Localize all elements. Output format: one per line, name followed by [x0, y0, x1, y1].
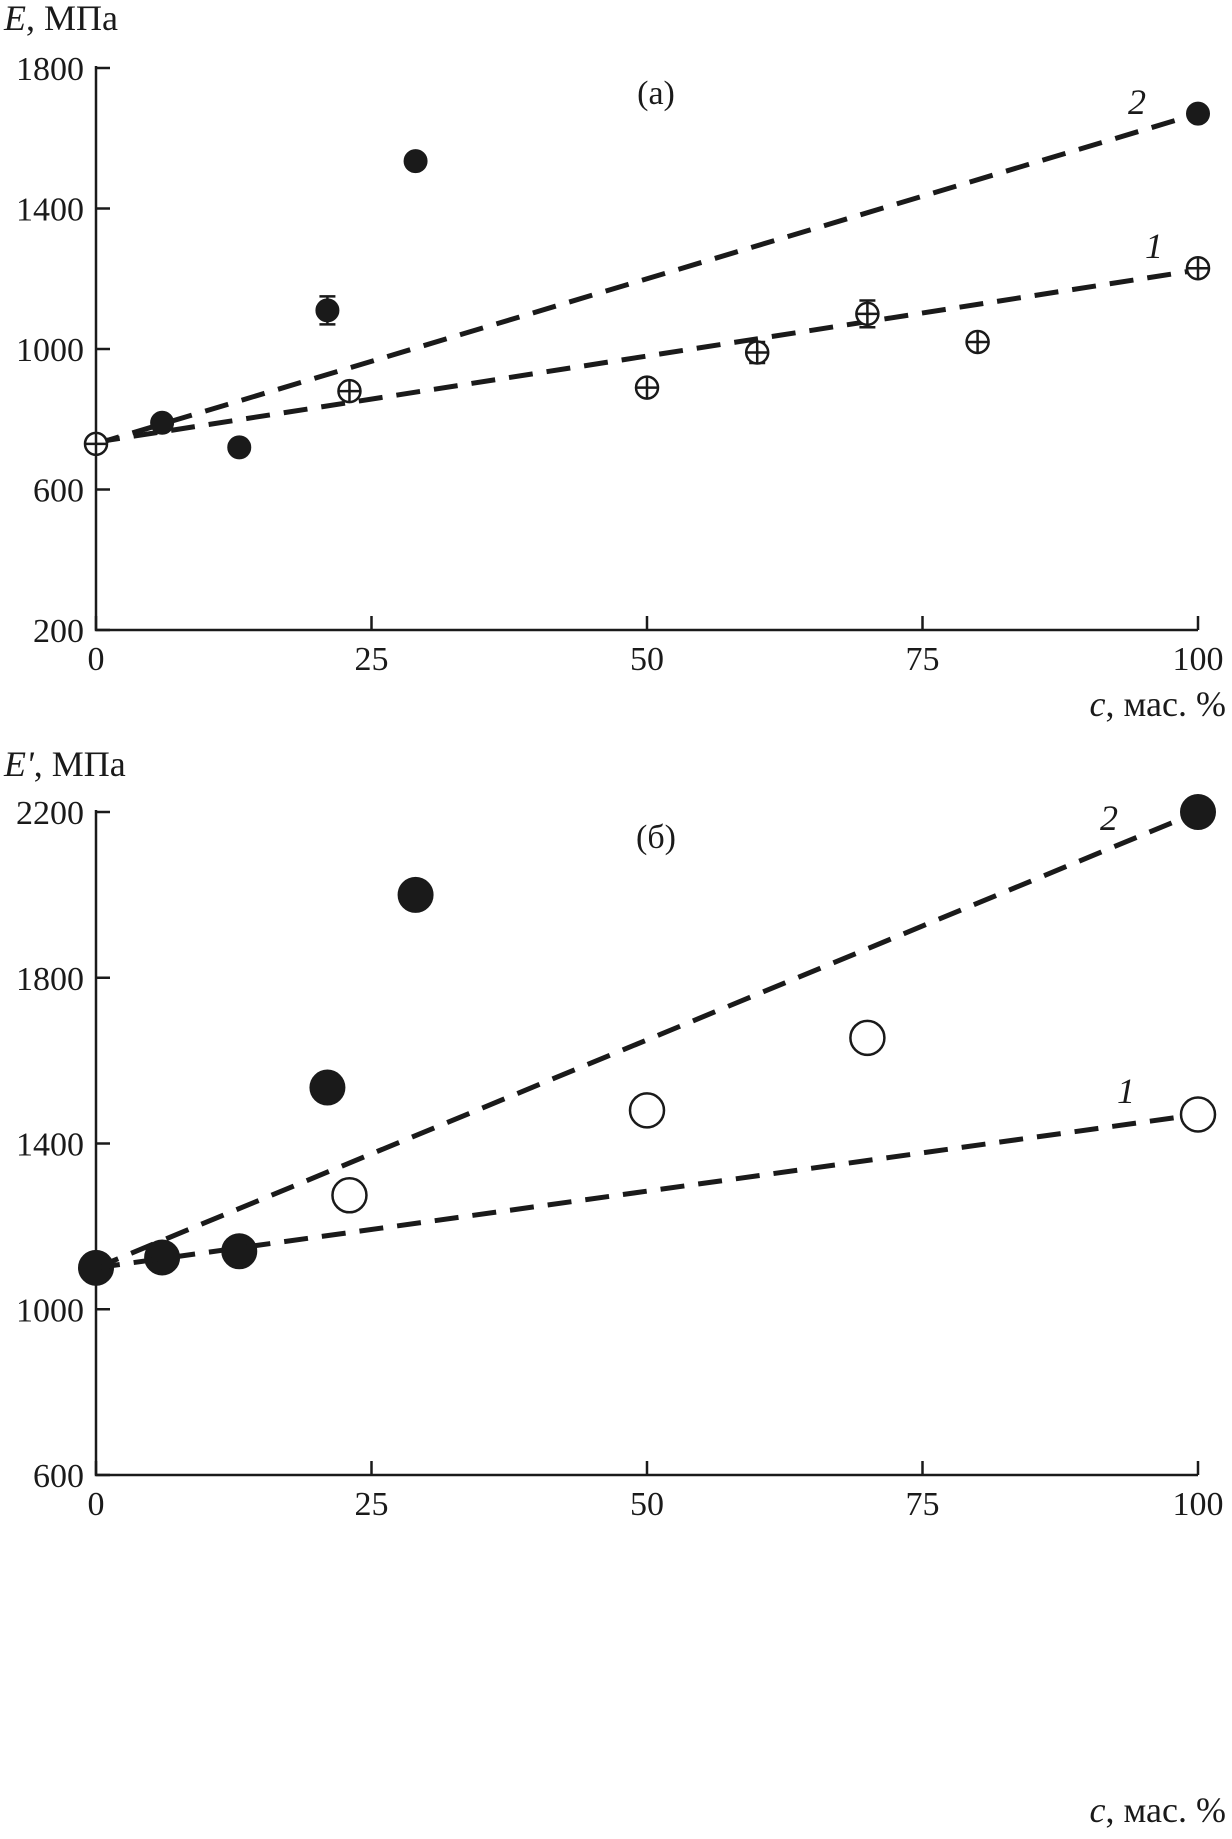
chart-panel-b: 600 1000 1400 1800 2200 0 25 50 75 100 E', МПа c, м…	[3, 744, 1226, 1830]
trend-line-2	[95, 111, 1199, 447]
marker-filled	[1180, 794, 1216, 830]
x-tick-label: 50	[630, 1486, 664, 1523]
x-axis-symbol: c	[1090, 684, 1106, 724]
y-tick-label: 200	[33, 613, 84, 650]
x-tick-label: 75	[906, 641, 940, 678]
y-tick-label: 1400	[16, 192, 84, 229]
x-tick-label: 100	[1173, 641, 1224, 678]
x-axis-unit: , мас. %	[1106, 1790, 1226, 1830]
data-point-2	[309, 1069, 346, 1106]
data-point-2	[150, 410, 175, 435]
series-label-1: 1	[1117, 1071, 1135, 1111]
x-tick-label: 25	[355, 1486, 389, 1523]
data-point-2	[227, 435, 252, 460]
x-axis-title: c, мас. %	[1090, 1790, 1226, 1830]
data-point-1	[855, 299, 880, 329]
x-tick-label: 25	[355, 641, 389, 678]
y-tick-label: 2200	[16, 795, 84, 832]
data-point-1	[1179, 1096, 1217, 1133]
data-point-2	[1186, 101, 1210, 126]
trend-line-1	[95, 267, 1199, 445]
series-label-2: 2	[1100, 798, 1118, 838]
marker-filled	[315, 298, 340, 323]
y-axis-unit: , МПа	[26, 0, 118, 38]
y-tick-label: 1800	[16, 51, 84, 88]
marker-open	[331, 1177, 368, 1214]
y-tick-label: 600	[33, 473, 84, 510]
y-tick-label: 1000	[16, 1292, 84, 1329]
marker-filled	[397, 876, 434, 913]
marker-filled	[150, 410, 175, 435]
x-tick-label: 0	[88, 641, 105, 678]
axes-frame	[94, 810, 1198, 1477]
data-point-1	[965, 329, 990, 355]
data-point-2	[403, 149, 428, 174]
y-axis-title: E', МПа	[3, 744, 126, 784]
y-tick-label: 1800	[16, 961, 84, 998]
y-axis-symbol: E'	[3, 744, 35, 784]
y-axis-unit: , МПа	[34, 744, 126, 784]
data-point-2	[315, 295, 340, 326]
marker-filled	[1186, 101, 1210, 126]
y-tick-label: 1000	[16, 332, 84, 369]
data-point-1	[337, 378, 362, 404]
data-point-2	[397, 876, 434, 913]
x-tick-label: 75	[906, 1486, 940, 1523]
trend-line-1	[95, 1112, 1199, 1271]
data-point-2	[1180, 794, 1216, 830]
series-label-1: 1	[1145, 226, 1163, 266]
axes-frame	[94, 66, 1198, 632]
data-point-1	[849, 1019, 886, 1057]
x-tick-label: 0	[88, 1486, 105, 1523]
marker-open	[1179, 1096, 1217, 1133]
panel-label: (б)	[636, 819, 676, 856]
data-point-1	[744, 340, 770, 365]
y-tick-label: 1400	[16, 1127, 84, 1164]
marker-open	[628, 1092, 666, 1129]
data-point-1	[331, 1177, 368, 1214]
y-axis-title: E, МПа	[3, 0, 118, 38]
x-tick-label: 100	[1173, 1486, 1224, 1523]
x-axis-symbol: c	[1090, 1790, 1106, 1830]
marker-filled	[227, 435, 252, 460]
marker-filled	[309, 1069, 346, 1106]
panel-label: (а)	[637, 75, 675, 112]
chart-panel-a: 200 600 1000 1400 1800 0 25 50 75 100 E, МПа c, мас…	[3, 0, 1226, 724]
data-point-1	[628, 1092, 666, 1129]
data-point-1	[634, 375, 660, 400]
y-axis-symbol: E	[3, 0, 26, 38]
marker-filled	[403, 149, 428, 174]
x-axis-title: c, мас. %	[1090, 684, 1226, 724]
trend-line-2	[95, 809, 1199, 1271]
y-tick-label: 600	[33, 1458, 84, 1495]
data-point-1	[1185, 255, 1211, 281]
marker-open	[849, 1019, 886, 1057]
x-tick-label: 50	[630, 641, 664, 678]
series-label-2: 2	[1128, 82, 1146, 122]
data-point-1	[83, 431, 109, 457]
x-axis-unit: , мас. %	[1106, 684, 1226, 724]
